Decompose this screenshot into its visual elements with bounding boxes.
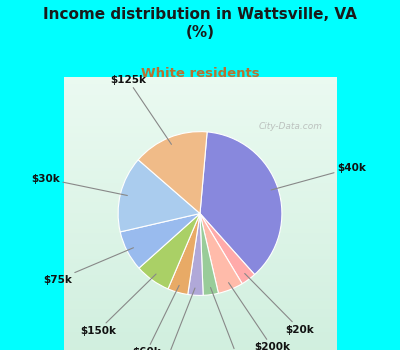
Text: $125k: $125k [110,75,172,144]
Text: $60k: $60k [132,285,179,350]
Text: > $200k: > $200k [144,288,195,350]
Text: $200k: $200k [228,283,290,350]
Text: $40k: $40k [271,163,366,190]
Wedge shape [200,214,218,295]
Text: Income distribution in Wattsville, VA
(%): Income distribution in Wattsville, VA (%… [43,7,357,40]
Wedge shape [200,132,282,274]
Text: $150k: $150k [80,274,156,336]
Text: $30k: $30k [31,174,127,196]
Wedge shape [120,214,200,268]
Text: $75k: $75k [43,248,134,285]
Wedge shape [168,214,200,294]
Wedge shape [118,160,200,232]
Wedge shape [138,132,207,214]
Text: City-Data.com: City-Data.com [259,122,323,131]
Wedge shape [200,214,242,293]
Wedge shape [188,214,203,295]
Text: $100k: $100k [210,288,255,350]
Wedge shape [200,214,254,284]
Text: White residents: White residents [141,68,259,80]
Wedge shape [139,214,200,289]
Text: $20k: $20k [245,273,314,335]
